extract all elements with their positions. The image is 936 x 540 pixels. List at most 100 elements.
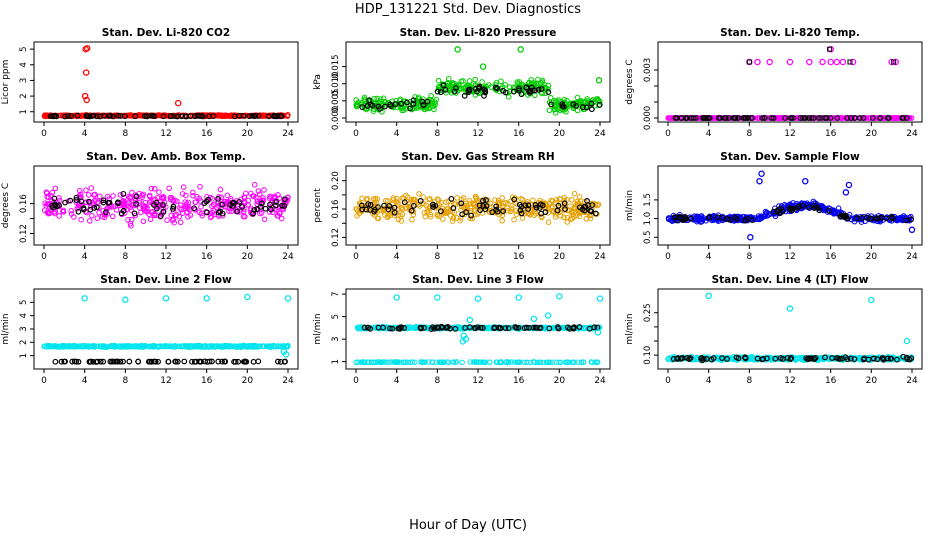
y-tick-label: 3	[331, 336, 341, 341]
y-tick-label: 0.000	[331, 106, 341, 130]
data-point	[261, 187, 267, 193]
x-tick-label: 0	[665, 129, 671, 139]
data-point-black	[271, 112, 278, 119]
data-point	[873, 115, 880, 121]
y-tick-label: 0.16	[331, 200, 341, 219]
data-point-black	[810, 115, 817, 121]
data-point	[474, 211, 481, 217]
data-point-black	[480, 203, 487, 209]
data-point	[459, 359, 465, 366]
data-point	[154, 202, 161, 209]
data-point-black	[252, 113, 259, 119]
data-point-black	[721, 115, 728, 121]
data-point	[393, 97, 399, 104]
data-point-black	[799, 202, 806, 209]
x-tick-label: 24	[594, 252, 606, 262]
chart-panel-2: Stan. Dev. Li-820 Pressure kPa 0 4 8 12 16 20 24…	[313, 27, 611, 139]
y-tick-label: 3	[19, 326, 29, 331]
data-point	[56, 213, 62, 219]
data-point-black	[450, 205, 457, 212]
data-point	[170, 197, 176, 204]
y-tick-label: 1.0	[643, 212, 653, 226]
data-point	[401, 195, 407, 202]
y-axis-label: Licor ppm	[1, 60, 11, 105]
data-point	[583, 215, 590, 222]
data-point-black	[500, 208, 506, 215]
data-point	[83, 209, 90, 216]
data-point-black	[417, 197, 424, 204]
data-point	[837, 115, 843, 121]
data-point-black	[777, 205, 784, 212]
data-point-black	[677, 214, 683, 221]
outlier-point	[827, 58, 834, 66]
x-tick-label: 20	[554, 129, 566, 139]
x-tick-label: 16	[513, 376, 525, 386]
data-point	[398, 205, 405, 212]
data-point	[755, 213, 762, 219]
x-tick-label: 24	[906, 129, 918, 139]
data-point	[518, 196, 524, 202]
data-point-black	[160, 113, 167, 120]
data-point	[198, 203, 204, 210]
outlier-point	[474, 295, 482, 302]
data-point	[549, 198, 556, 204]
data-point-black	[548, 101, 555, 108]
data-point-black	[768, 115, 775, 121]
data-point-black	[805, 204, 812, 210]
data-point-black	[733, 216, 740, 223]
data-point-black	[477, 207, 484, 214]
data-point	[274, 343, 281, 349]
data-point-black	[795, 204, 801, 211]
data-point	[109, 213, 116, 220]
data-point	[542, 85, 548, 91]
outlier-point	[122, 296, 129, 303]
data-point-black	[883, 215, 890, 222]
data-point-black	[126, 358, 133, 365]
data-point	[549, 205, 555, 211]
data-point-black	[391, 209, 398, 216]
data-point	[479, 79, 485, 85]
data-point	[446, 87, 452, 94]
outlier-point	[786, 58, 794, 66]
data-point	[192, 199, 199, 206]
outlier-point	[81, 295, 88, 302]
x-tick-label: 4	[394, 129, 400, 139]
data-point	[498, 78, 504, 85]
data-point	[142, 199, 149, 206]
data-point-black	[900, 115, 907, 121]
data-point-black	[560, 103, 567, 110]
data-point-black	[579, 104, 586, 110]
data-point-black	[596, 101, 603, 108]
data-point	[516, 79, 523, 85]
data-point-black	[364, 103, 371, 109]
data-point	[443, 199, 449, 206]
data-point-black	[908, 216, 915, 223]
data-point	[851, 215, 858, 221]
data-point-black	[84, 113, 91, 120]
y-tick-label: 5	[331, 314, 341, 319]
data-point	[177, 219, 184, 226]
data-point-black	[542, 209, 549, 215]
data-point	[395, 216, 402, 223]
outlier-point	[596, 295, 604, 302]
data-point	[168, 212, 175, 219]
x-tick-label: 4	[82, 129, 88, 139]
outlier-point	[786, 305, 794, 312]
plot-frame	[345, 41, 611, 123]
x-tick-label: 24	[594, 129, 606, 139]
x-tick-label: 16	[201, 129, 213, 139]
plot-frame	[657, 41, 923, 123]
data-point-black	[407, 105, 413, 112]
data-point	[745, 216, 752, 223]
y-tick-label: 0.010	[331, 72, 341, 96]
data-point	[277, 343, 284, 350]
data-point	[384, 198, 391, 204]
panel-title: Stan. Dev. Sample Flow	[720, 151, 860, 163]
y-tick-label: 5	[19, 300, 29, 305]
outlier-point	[833, 58, 841, 66]
y-axis-label: ml/min	[625, 190, 635, 221]
data-point-black	[109, 113, 116, 120]
x-tick-label: 12	[472, 376, 483, 386]
data-point	[156, 189, 162, 195]
data-point-black	[700, 115, 707, 121]
